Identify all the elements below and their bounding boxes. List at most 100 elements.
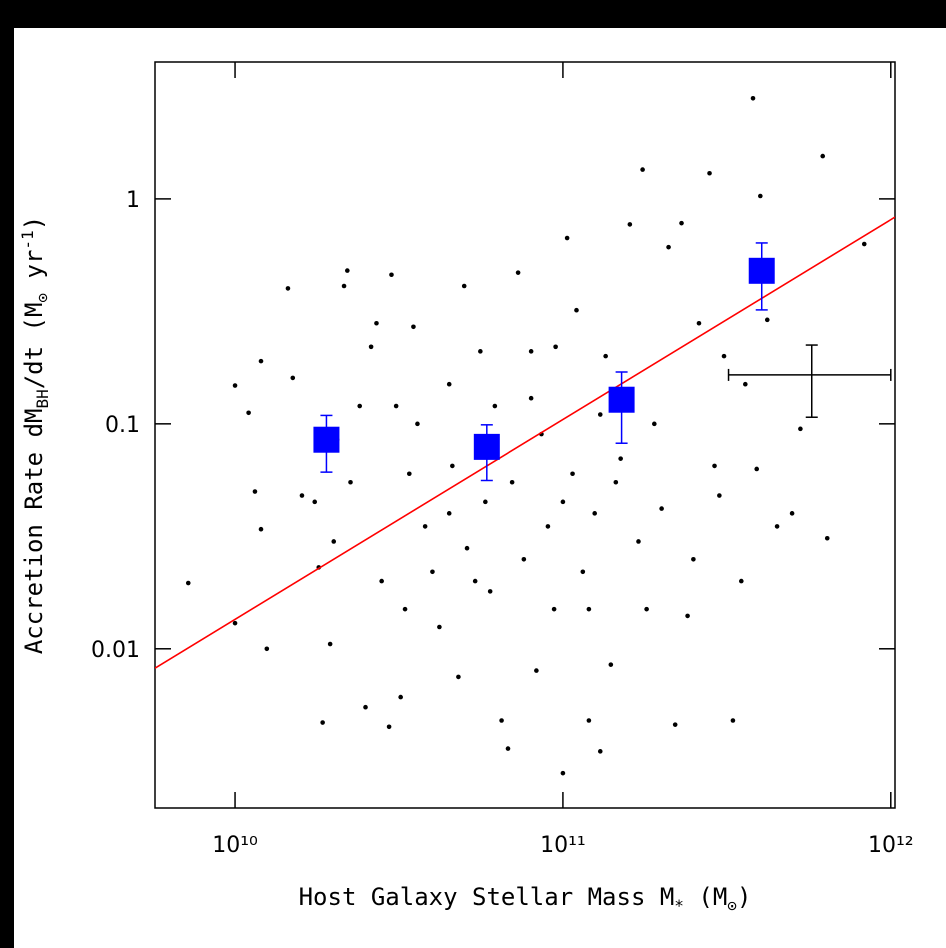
point [464, 545, 470, 551]
point [478, 349, 483, 354]
point [789, 511, 795, 516]
point [586, 718, 592, 723]
point [411, 324, 416, 330]
point [545, 524, 551, 529]
point [386, 724, 392, 730]
point [345, 268, 350, 273]
point [348, 479, 353, 485]
point [570, 471, 575, 477]
point [446, 381, 452, 387]
y-tick-label: 0.01 [91, 638, 140, 663]
point [232, 383, 238, 388]
ylabel-part: ) [20, 216, 48, 230]
xlabel-part: ⊙ [727, 896, 737, 915]
point [597, 749, 603, 754]
point [331, 539, 337, 544]
point [580, 569, 586, 575]
ylabel-part: ⊙ [33, 293, 52, 303]
point [232, 620, 238, 626]
point [592, 511, 597, 516]
point [712, 463, 717, 469]
point [487, 589, 493, 594]
point [450, 463, 455, 469]
x-tick-label: 10¹¹ [540, 833, 586, 858]
point [534, 668, 539, 673]
point [820, 153, 826, 159]
xlabel-part: ) [737, 883, 751, 911]
point [461, 283, 467, 289]
point [264, 646, 270, 652]
point [679, 220, 684, 226]
point [672, 722, 678, 727]
point [824, 535, 830, 541]
ylabel: Accretion Rate dMBH/dt (M⊙ yr-1) [18, 216, 52, 654]
point [551, 606, 557, 612]
point [750, 95, 756, 101]
point [730, 718, 736, 723]
point [374, 320, 379, 326]
ylabel-part: Accretion Rate dM [20, 409, 48, 655]
mean-marker [748, 257, 775, 284]
point [586, 606, 592, 612]
point [456, 674, 461, 680]
point [252, 489, 258, 494]
point [505, 746, 511, 751]
y-tick-label: 1 [126, 188, 140, 213]
point [691, 556, 696, 562]
ylabel-part: yr [20, 250, 48, 293]
point [707, 170, 712, 176]
mean-marker [473, 433, 500, 460]
point [402, 606, 408, 612]
point [754, 466, 760, 472]
plot-frame [154, 61, 896, 809]
x-tick-label: 10¹² [868, 833, 914, 858]
point [446, 511, 452, 516]
point [553, 344, 558, 350]
xlabel-part: Host Galaxy Stellar Mass M [299, 883, 675, 911]
point [743, 381, 748, 387]
y-tick-label: 0.1 [105, 413, 140, 438]
point [290, 375, 296, 381]
mean-marker [608, 386, 635, 413]
point [521, 556, 527, 562]
xlabel: Host Galaxy Stellar Mass M* (M⊙) [299, 883, 752, 915]
point [483, 499, 488, 505]
point [574, 307, 579, 313]
point [407, 471, 412, 477]
point [739, 578, 744, 584]
point [258, 358, 264, 364]
point [627, 222, 633, 227]
point [492, 403, 498, 409]
point [357, 403, 363, 409]
point [560, 770, 566, 776]
point [613, 479, 619, 485]
point [415, 421, 420, 427]
point [320, 720, 325, 725]
point [430, 569, 435, 575]
point [246, 410, 251, 416]
panel [14, 28, 946, 948]
point [437, 624, 442, 630]
point [285, 286, 291, 291]
point [618, 456, 623, 461]
point [764, 317, 770, 323]
point [758, 193, 763, 199]
point [393, 403, 399, 409]
point [798, 426, 803, 432]
fit-line [155, 216, 895, 669]
point [363, 704, 368, 710]
point [185, 580, 191, 586]
point [299, 493, 305, 498]
point [696, 320, 702, 326]
point [603, 353, 608, 359]
point [774, 524, 780, 529]
ylabel-part: BH [33, 389, 52, 408]
xlabel-part: * [674, 896, 684, 915]
point [666, 244, 671, 250]
point [636, 539, 641, 544]
point [644, 606, 649, 612]
point [528, 349, 534, 354]
point [597, 412, 603, 417]
point [422, 524, 428, 529]
